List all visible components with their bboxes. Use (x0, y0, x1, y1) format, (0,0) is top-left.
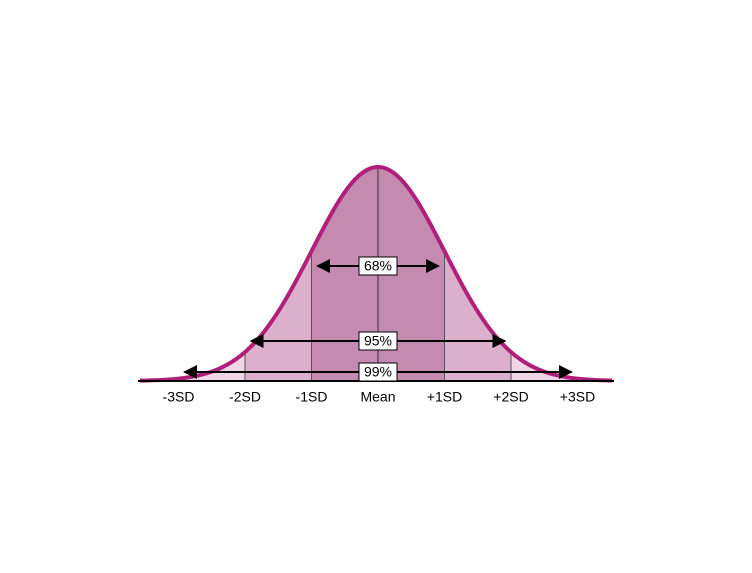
axis-label: +1SD (427, 389, 462, 405)
interval-label-box (358, 256, 398, 276)
axis-label: +3SD (560, 389, 595, 405)
interval-label-box (358, 331, 398, 351)
interval-label: 95% (364, 333, 392, 349)
interval-label: 68% (364, 258, 392, 274)
axis-label: +2SD (493, 389, 528, 405)
axis-label: Mean (360, 389, 395, 405)
axis-label: -3SD (163, 389, 195, 405)
axis-label: -1SD (296, 389, 328, 405)
axis-labels: -3SD -2SD -1SD Mean +1SD +2SD +3SD (163, 389, 596, 405)
interval-arrows: 68% 95% 99% (183, 256, 573, 382)
axis-label: -2SD (229, 389, 261, 405)
interval-label-box (358, 362, 398, 382)
interval-label: 99% (364, 364, 392, 380)
